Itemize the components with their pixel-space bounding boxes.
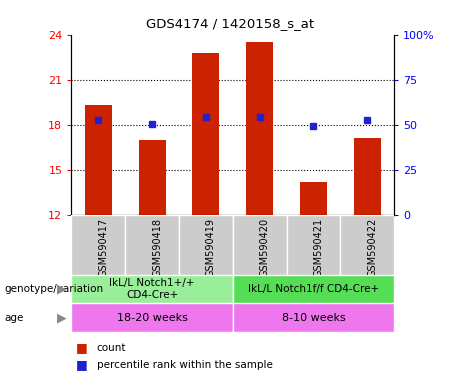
Text: ■: ■ xyxy=(76,358,88,371)
Text: age: age xyxy=(5,313,24,323)
Bar xyxy=(85,105,112,215)
Text: GSM590421: GSM590421 xyxy=(313,218,324,277)
Bar xyxy=(300,182,327,215)
Bar xyxy=(233,275,394,303)
Bar xyxy=(71,303,233,332)
Text: ▶: ▶ xyxy=(57,283,67,295)
Text: 8-10 weeks: 8-10 weeks xyxy=(282,313,345,323)
Text: GSM590420: GSM590420 xyxy=(260,218,270,277)
Bar xyxy=(354,138,381,215)
Bar xyxy=(246,42,273,215)
Bar xyxy=(233,303,394,332)
Bar xyxy=(179,215,233,275)
Text: GSM590422: GSM590422 xyxy=(367,218,377,277)
Text: GDS4174 / 1420158_s_at: GDS4174 / 1420158_s_at xyxy=(147,17,314,30)
Bar xyxy=(125,215,179,275)
Bar xyxy=(287,215,340,275)
Bar xyxy=(233,215,287,275)
Bar xyxy=(193,53,219,215)
Text: GSM590419: GSM590419 xyxy=(206,218,216,277)
Text: genotype/variation: genotype/variation xyxy=(5,284,104,294)
Text: count: count xyxy=(97,343,126,353)
Bar xyxy=(340,215,394,275)
Text: percentile rank within the sample: percentile rank within the sample xyxy=(97,360,273,370)
Bar xyxy=(71,275,233,303)
Bar xyxy=(139,140,165,215)
Text: IkL/L Notch1f/f CD4-Cre+: IkL/L Notch1f/f CD4-Cre+ xyxy=(248,284,379,294)
Text: GSM590417: GSM590417 xyxy=(98,218,108,277)
Text: GSM590418: GSM590418 xyxy=(152,218,162,277)
Text: ▶: ▶ xyxy=(57,311,67,324)
Text: ■: ■ xyxy=(76,341,88,354)
Text: IkL/L Notch1+/+
CD4-Cre+: IkL/L Notch1+/+ CD4-Cre+ xyxy=(109,278,195,300)
Text: 18-20 weeks: 18-20 weeks xyxy=(117,313,188,323)
Bar xyxy=(71,215,125,275)
